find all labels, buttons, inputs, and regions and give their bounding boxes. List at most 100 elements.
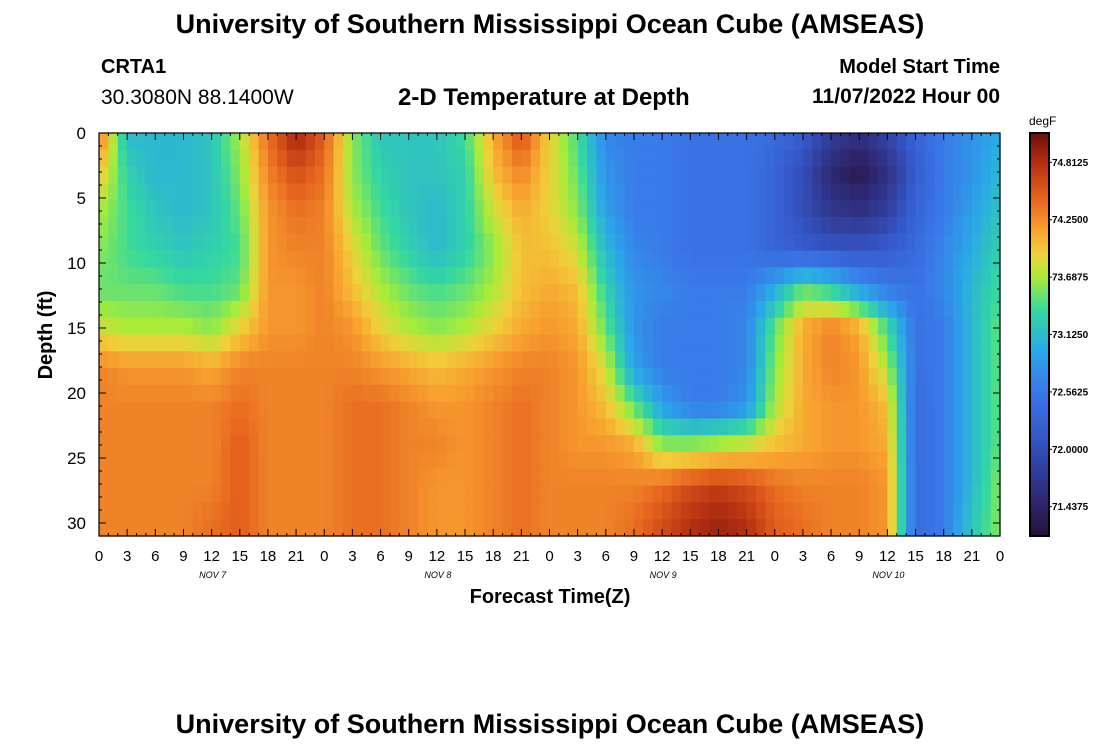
heatmap-cell <box>296 166 307 184</box>
heatmap-cell <box>662 468 673 487</box>
heatmap-cell <box>352 435 363 453</box>
heatmap-cell <box>784 183 795 201</box>
heatmap-cell <box>436 284 447 302</box>
heatmap-cell <box>352 300 363 319</box>
heatmap-cell <box>549 384 560 403</box>
heatmap-cell <box>971 250 982 268</box>
heatmap-cell <box>906 435 917 453</box>
heatmap-cell <box>784 368 795 386</box>
heatmap-cell <box>249 368 260 386</box>
heatmap-cell <box>493 435 504 453</box>
heatmap-cell <box>962 384 973 403</box>
heatmap-cell <box>755 468 766 487</box>
heatmap-cell <box>906 452 917 470</box>
heatmap-cell <box>211 468 222 487</box>
heatmap-cell <box>389 468 400 487</box>
heatmap-cell <box>953 233 964 252</box>
heatmap-cell <box>221 435 231 453</box>
heatmap-cell <box>493 300 504 319</box>
heatmap-cell <box>549 418 560 436</box>
heatmap-cell <box>624 133 635 151</box>
heatmap-cell <box>915 183 926 201</box>
heatmap-cell <box>174 418 185 436</box>
heatmap-cell <box>643 351 654 369</box>
heatmap-cell <box>483 149 494 168</box>
heatmap-cell <box>267 250 278 268</box>
heatmap-cell <box>267 519 278 537</box>
heatmap-cell <box>943 351 954 369</box>
heatmap-cell <box>455 149 466 168</box>
heatmap-cell <box>906 267 917 285</box>
heatmap-cell <box>211 300 222 319</box>
heatmap-cell <box>239 133 250 151</box>
day-label: NOV 8 <box>424 570 451 580</box>
heatmap-cell <box>540 384 551 403</box>
heatmap-cell <box>483 133 494 151</box>
x-tick-label: 21 <box>738 548 755 565</box>
heatmap-cell <box>380 418 391 436</box>
heatmap-cell <box>493 452 504 470</box>
heatmap-cell <box>737 519 748 537</box>
heatmap-cell <box>455 519 466 537</box>
heatmap-cell <box>915 317 926 336</box>
heatmap-cell <box>108 284 119 302</box>
heatmap-cell <box>483 216 494 235</box>
heatmap-cell <box>380 317 391 336</box>
colorbar-label: 72.0000 <box>1052 445 1089 456</box>
heatmap-cell <box>502 468 513 487</box>
heatmap-cell <box>267 233 278 252</box>
heatmap-cell <box>605 300 616 319</box>
heatmap-cell <box>633 401 644 420</box>
heatmap-cell <box>671 166 682 184</box>
heatmap-cell <box>765 368 776 386</box>
heatmap-cell <box>652 384 663 403</box>
heatmap-cell <box>239 284 250 302</box>
heatmap-cell <box>859 468 870 487</box>
heatmap-cell <box>145 435 156 453</box>
heatmap-cell <box>446 250 457 268</box>
colorbar-label: 73.6875 <box>1052 273 1089 284</box>
heatmap-cell <box>840 502 851 520</box>
heatmap-cell <box>784 519 795 537</box>
heatmap-cell <box>962 216 973 235</box>
heatmap-cell <box>690 384 701 403</box>
heatmap-cell <box>934 200 945 218</box>
heatmap-cell <box>549 267 560 285</box>
heatmap-cell <box>436 183 447 201</box>
heatmap-cell <box>953 435 964 453</box>
heatmap-cell <box>239 149 250 168</box>
heatmap-cell <box>474 502 485 520</box>
heatmap-cell <box>389 267 400 285</box>
heatmap-cell <box>399 351 410 369</box>
heatmap-cell <box>117 334 128 352</box>
heatmap-cell <box>127 216 138 235</box>
heatmap-cell <box>296 250 307 268</box>
heatmap-cell <box>192 166 203 184</box>
heatmap-cell <box>774 502 785 520</box>
heatmap-cell <box>877 183 888 201</box>
heatmap-cell <box>380 468 391 487</box>
heatmap-cell <box>887 200 898 218</box>
heatmap-cell <box>662 334 673 352</box>
heatmap-cell <box>680 485 691 504</box>
x-tick-label: 15 <box>682 548 699 565</box>
heatmap-cell <box>793 401 804 420</box>
heatmap-cell <box>530 384 541 403</box>
heatmap-cell <box>136 519 147 537</box>
heatmap-cell <box>812 418 823 436</box>
heatmap-cell <box>117 300 128 319</box>
heatmap-cell <box>380 502 391 520</box>
heatmap-cell <box>230 183 241 201</box>
heatmap-cell <box>521 368 532 386</box>
heatmap-cell <box>577 300 588 319</box>
heatmap-cell <box>971 300 982 319</box>
heatmap-cell <box>333 267 344 285</box>
heatmap-cell <box>155 149 166 168</box>
heatmap-cell <box>868 267 879 285</box>
heatmap-cell <box>727 334 738 352</box>
heatmap-cell <box>446 133 457 151</box>
heatmap-cell <box>887 401 898 420</box>
heatmap-cell <box>427 233 438 252</box>
heatmap-cell <box>802 216 813 235</box>
heatmap-cell <box>314 166 325 184</box>
